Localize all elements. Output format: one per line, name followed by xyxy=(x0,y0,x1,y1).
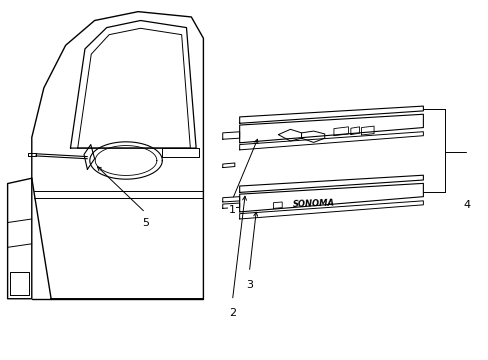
Text: 5: 5 xyxy=(142,217,148,228)
Text: 3: 3 xyxy=(245,280,252,289)
Text: 2: 2 xyxy=(228,308,236,318)
Text: SONOMA: SONOMA xyxy=(292,199,335,209)
Text: 1: 1 xyxy=(228,205,235,215)
Text: 4: 4 xyxy=(462,200,469,210)
